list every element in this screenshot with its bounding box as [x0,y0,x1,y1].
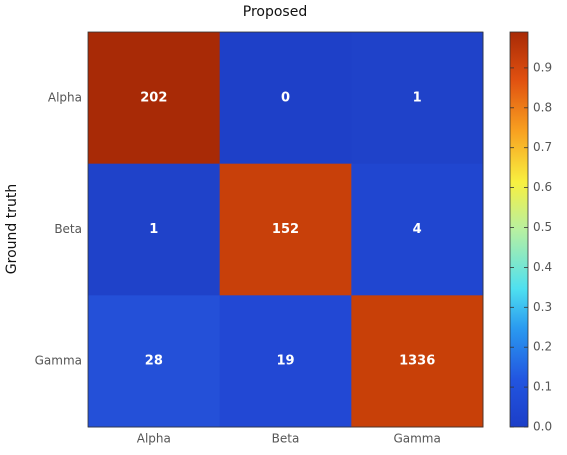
cell-value: 152 [272,222,299,237]
heatmap-cell [88,295,221,428]
cell-value: 28 [145,354,163,369]
y-tick-label: Alpha [48,90,82,104]
cell-value: 1336 [399,354,435,369]
y-tick-label: Gamma [35,354,82,368]
colorbar [509,31,529,428]
heatmap-cell [351,163,484,296]
x-tick-label: Alpha [137,432,171,446]
y-axis-label: Ground truth [4,184,20,274]
colorbar-tick-label: 0.8 [533,100,552,114]
cell-value: 4 [413,222,422,237]
heatmap-cell [219,163,352,296]
chart-title: Proposed [243,4,307,20]
heatmap-cell [351,32,484,165]
colorbar-tick-label: 0.2 [533,340,552,354]
x-tick-label: Gamma [393,432,440,446]
heatmap-cell [88,163,221,296]
y-tick-label: Beta [54,222,82,236]
colorbar-tick-label: 0.5 [533,220,552,234]
heatmap-cell [219,32,352,165]
colorbar-tick-label: 0.4 [533,260,552,274]
colorbar-tick-label: 0.6 [533,180,552,194]
colorbar-tick-label: 0.0 [533,420,552,434]
heatmap-cell [219,295,352,428]
colorbar-tick-label: 0.7 [533,140,552,154]
colorbar-tick-label: 0.9 [533,60,552,74]
x-tick-label: Beta [272,432,300,446]
cell-value: 19 [276,354,294,369]
cell-value: 1 [413,90,422,105]
heatmap-cell [351,295,484,428]
plot-frame [87,31,484,428]
cell-value: 202 [140,90,167,105]
colorbar-tick-label: 0.1 [533,380,552,394]
colorbar-tick-label: 0.3 [533,300,552,314]
cell-value: 1 [149,222,158,237]
cell-value: 0 [281,90,290,105]
heatmap-cell [88,32,221,165]
